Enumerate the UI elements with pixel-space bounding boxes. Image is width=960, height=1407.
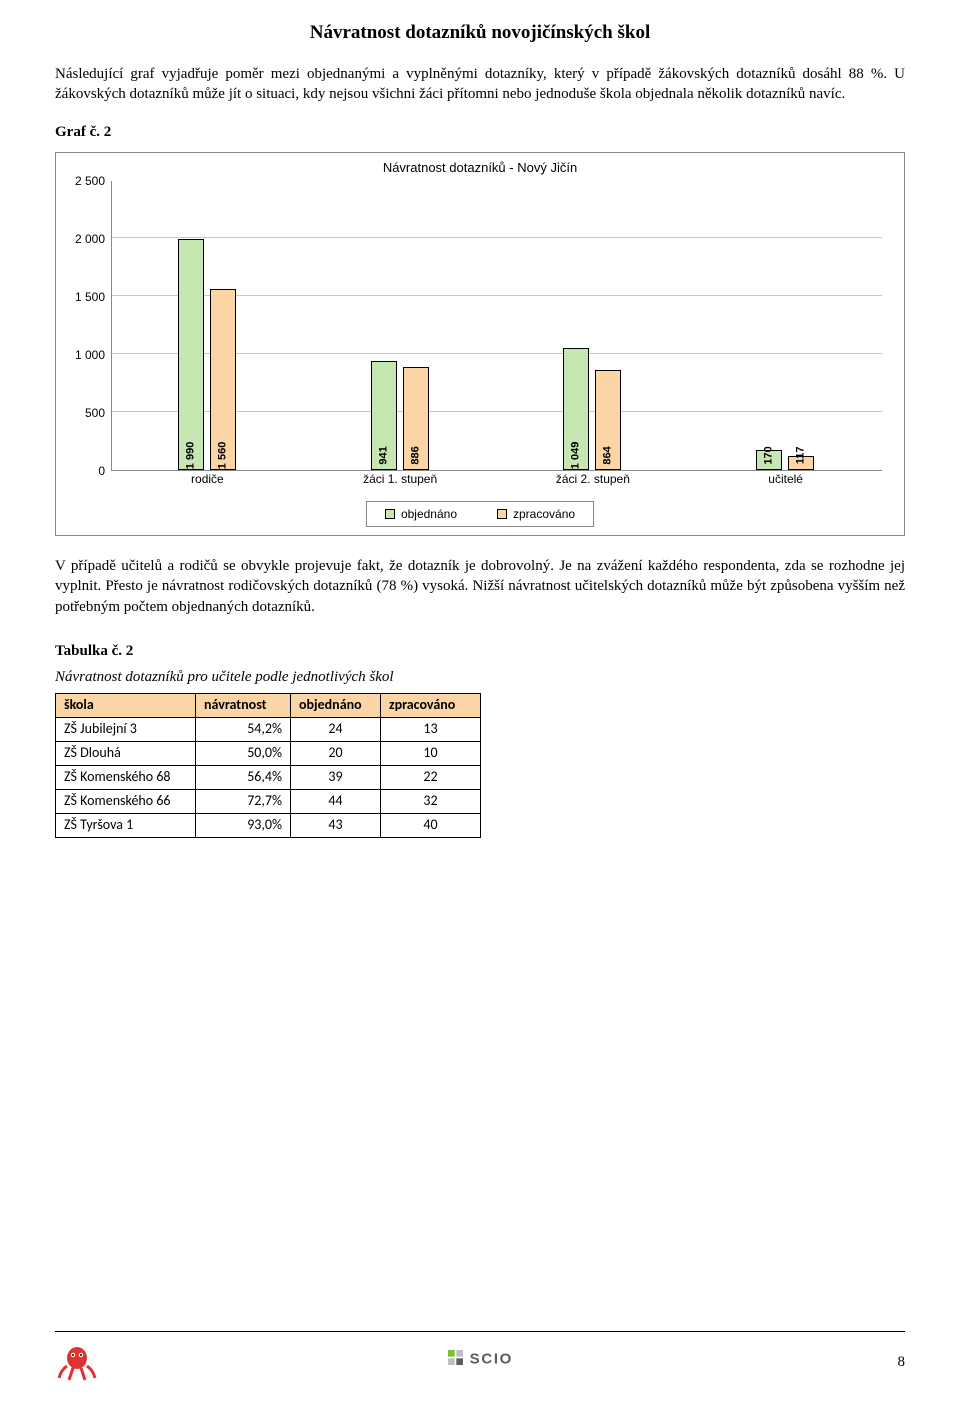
bar-group: 1 049 864 (563, 348, 621, 470)
y-tick-label: 500 (85, 405, 105, 421)
table-header-row: školanávratnostobjednánozpracováno (56, 694, 481, 718)
graf-label: Graf č. 2 (55, 122, 905, 142)
table-row: ZŠ Komenského 6672,7%4432 (56, 789, 481, 813)
y-tick-label: 2 500 (75, 173, 105, 189)
table-cell: ZŠ Dlouhá (56, 742, 196, 766)
table-label: Tabulka č. 2 (55, 641, 905, 661)
table-cell: ZŠ Komenského 68 (56, 766, 196, 790)
y-axis: 05001 0001 5002 0002 500 (56, 181, 111, 471)
bar: 886 (403, 367, 429, 470)
x-category-label: rodiče (191, 471, 224, 487)
chart-title: Návratnost dotazníků - Nový Jičín (56, 153, 904, 181)
table-header-cell: škola (56, 694, 196, 718)
table-cell: 43 (291, 813, 381, 837)
legend-swatch (497, 509, 507, 519)
footer-divider (55, 1331, 905, 1332)
page-title: Návratnost dotazníků novojičínských škol (55, 20, 905, 46)
scio-logo-icon: SCIO (448, 1344, 548, 1381)
bar-value-label: 117 (793, 447, 808, 465)
table-cell: 56,4% (196, 766, 291, 790)
table-cell: ZŠ Komenského 66 (56, 789, 196, 813)
bar-group: 941 886 (371, 361, 429, 470)
bar: 117 (788, 456, 814, 470)
x-category-label: žáci 2. stupeň (556, 471, 630, 487)
table-cell: 50,0% (196, 742, 291, 766)
table-cell: 40 (381, 813, 481, 837)
table-subtitle: Návratnost dotazníků pro učitele podle j… (55, 667, 905, 687)
bar: 941 (371, 361, 397, 470)
table-cell: ZŠ Jubilejní 3 (56, 718, 196, 742)
y-tick-label: 1 500 (75, 289, 105, 305)
plot-area: 1 990 1 560 941 886 1 049 864 170 117 (111, 181, 882, 471)
chart-container: Návratnost dotazníků - Nový Jičín 0 500 1 … (55, 152, 905, 536)
bar-value-label: 1 049 (569, 442, 584, 470)
bar: 1 049 (563, 348, 589, 470)
paragraph-2: V případě učitelů a rodičů se obvykle pr… (55, 556, 905, 617)
bar-value-label: 941 (376, 446, 391, 464)
x-axis: rodiče žáci 1. stupeň žáci 2. stupeň učitel… (111, 471, 882, 491)
table-row: ZŠ Tyršova 193,0%4340 (56, 813, 481, 837)
chart-plot-row: 05001 0001 5002 0002 500 1 9901 56094188… (56, 181, 904, 471)
bar: 1 560 (210, 289, 236, 470)
table-row: ZŠ Komenského 6856,4%3922 (56, 766, 481, 790)
bar-group: 170 117 (756, 450, 814, 470)
table-header-cell: objednáno (291, 694, 381, 718)
legend-label: objednáno (401, 506, 457, 522)
intro-paragraph: Následující graf vyjadřuje poměr mezi ob… (55, 64, 905, 105)
legend-item: objednáno (385, 506, 457, 522)
table-cell: 24 (291, 718, 381, 742)
table-cell: 93,0% (196, 813, 291, 837)
page-number: 8 (898, 1352, 906, 1372)
bar: 864 (595, 370, 621, 470)
bar-value-label: 170 (761, 446, 776, 464)
table-row: ZŠ Dlouhá50,0%2010 (56, 742, 481, 766)
page-footer: SCIO 8 (0, 1331, 960, 1387)
svg-text:SCIO: SCIO (470, 1350, 513, 1367)
table-header-cell: zpracováno (381, 694, 481, 718)
bar-value-label: 886 (408, 446, 423, 464)
table-cell: 20 (291, 742, 381, 766)
table-header-cell: návratnost (196, 694, 291, 718)
bar-value-label: 864 (601, 446, 616, 464)
x-category-label: žáci 1. stupeň (363, 471, 437, 487)
table-cell: ZŠ Tyršova 1 (56, 813, 196, 837)
data-table: školanávratnostobjednánozpracovánoZŠ Jub… (55, 693, 481, 837)
table-cell: 44 (291, 789, 381, 813)
bar-value-label: 1 560 (216, 442, 231, 470)
table-cell: 39 (291, 766, 381, 790)
table-cell: 22 (381, 766, 481, 790)
legend-label: zpracováno (513, 506, 575, 522)
octopus-logo-icon (55, 1338, 99, 1387)
bar: 1 990 (178, 239, 204, 470)
bar-value-label: 1 990 (184, 442, 199, 470)
table-cell: 10 (381, 742, 481, 766)
table-cell: 54,2% (196, 718, 291, 742)
y-tick-label: 0 (98, 463, 105, 479)
table-cell: 32 (381, 789, 481, 813)
y-tick-label: 2 000 (75, 231, 105, 247)
page: Návratnost dotazníků novojičínských škol… (0, 0, 960, 1407)
x-category-label: učitelé (768, 471, 803, 487)
legend-swatch (385, 509, 395, 519)
table-cell: 72,7% (196, 789, 291, 813)
table-row: ZŠ Jubilejní 354,2%2413 (56, 718, 481, 742)
legend-item: zpracováno (497, 506, 575, 522)
bar-group: 1 990 1 560 (178, 239, 236, 470)
gridline (112, 237, 882, 238)
table-cell: 13 (381, 718, 481, 742)
chart-legend: objednáno zpracováno (366, 501, 594, 527)
bar: 170 (756, 450, 782, 470)
y-tick-label: 1 000 (75, 347, 105, 363)
